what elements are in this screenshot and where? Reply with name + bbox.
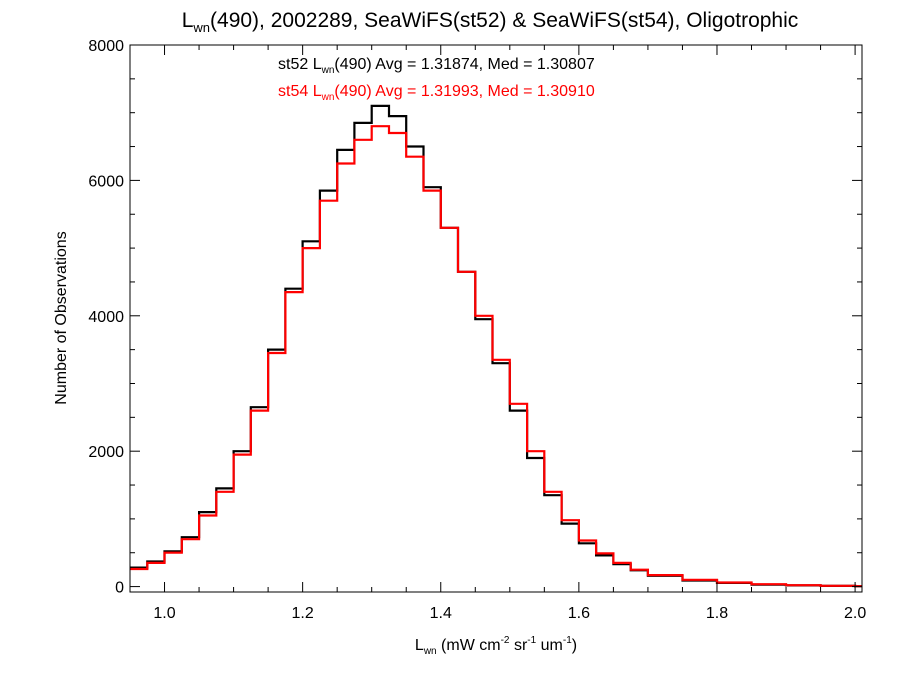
x-tick-label: 1.6 <box>568 605 590 622</box>
x-tick-label: 1.2 <box>292 605 314 622</box>
chart-title: Lwn(490), 2002289, SeaWiFS(st52) & SeaWi… <box>182 9 799 35</box>
y-axis-label: Number of Observations <box>53 231 70 404</box>
y-tick-label: 4000 <box>88 309 124 326</box>
x-tick-label: 1.8 <box>706 605 728 622</box>
x-axis: 1.0 1.2 1.4 1.6 1.8 2.0 <box>153 45 866 622</box>
y-tick-label: 2000 <box>88 444 124 461</box>
x-tick-label: 1.4 <box>430 605 452 622</box>
x-axis-label: Lwn (mW cm-2 sr-1 um-1) <box>415 635 577 657</box>
series-layer <box>130 104 862 588</box>
y-axis: 0 2000 4000 6000 8000 <box>88 38 862 597</box>
y-tick-label: 8000 <box>88 38 124 55</box>
annotation-st54: st54 Lwn(490) Avg = 1.31993, Med = 1.309… <box>278 83 595 103</box>
plot-frame <box>129 44 863 593</box>
x-tick-label: 2.0 <box>844 605 866 622</box>
x-tick-label: 1.0 <box>153 605 175 622</box>
series-line-st54 <box>130 125 862 588</box>
annotation-st52: st52 Lwn(490) Avg = 1.31874, Med = 1.308… <box>278 56 595 76</box>
y-tick-label: 0 <box>115 580 124 597</box>
y-tick-label: 6000 <box>88 173 124 190</box>
